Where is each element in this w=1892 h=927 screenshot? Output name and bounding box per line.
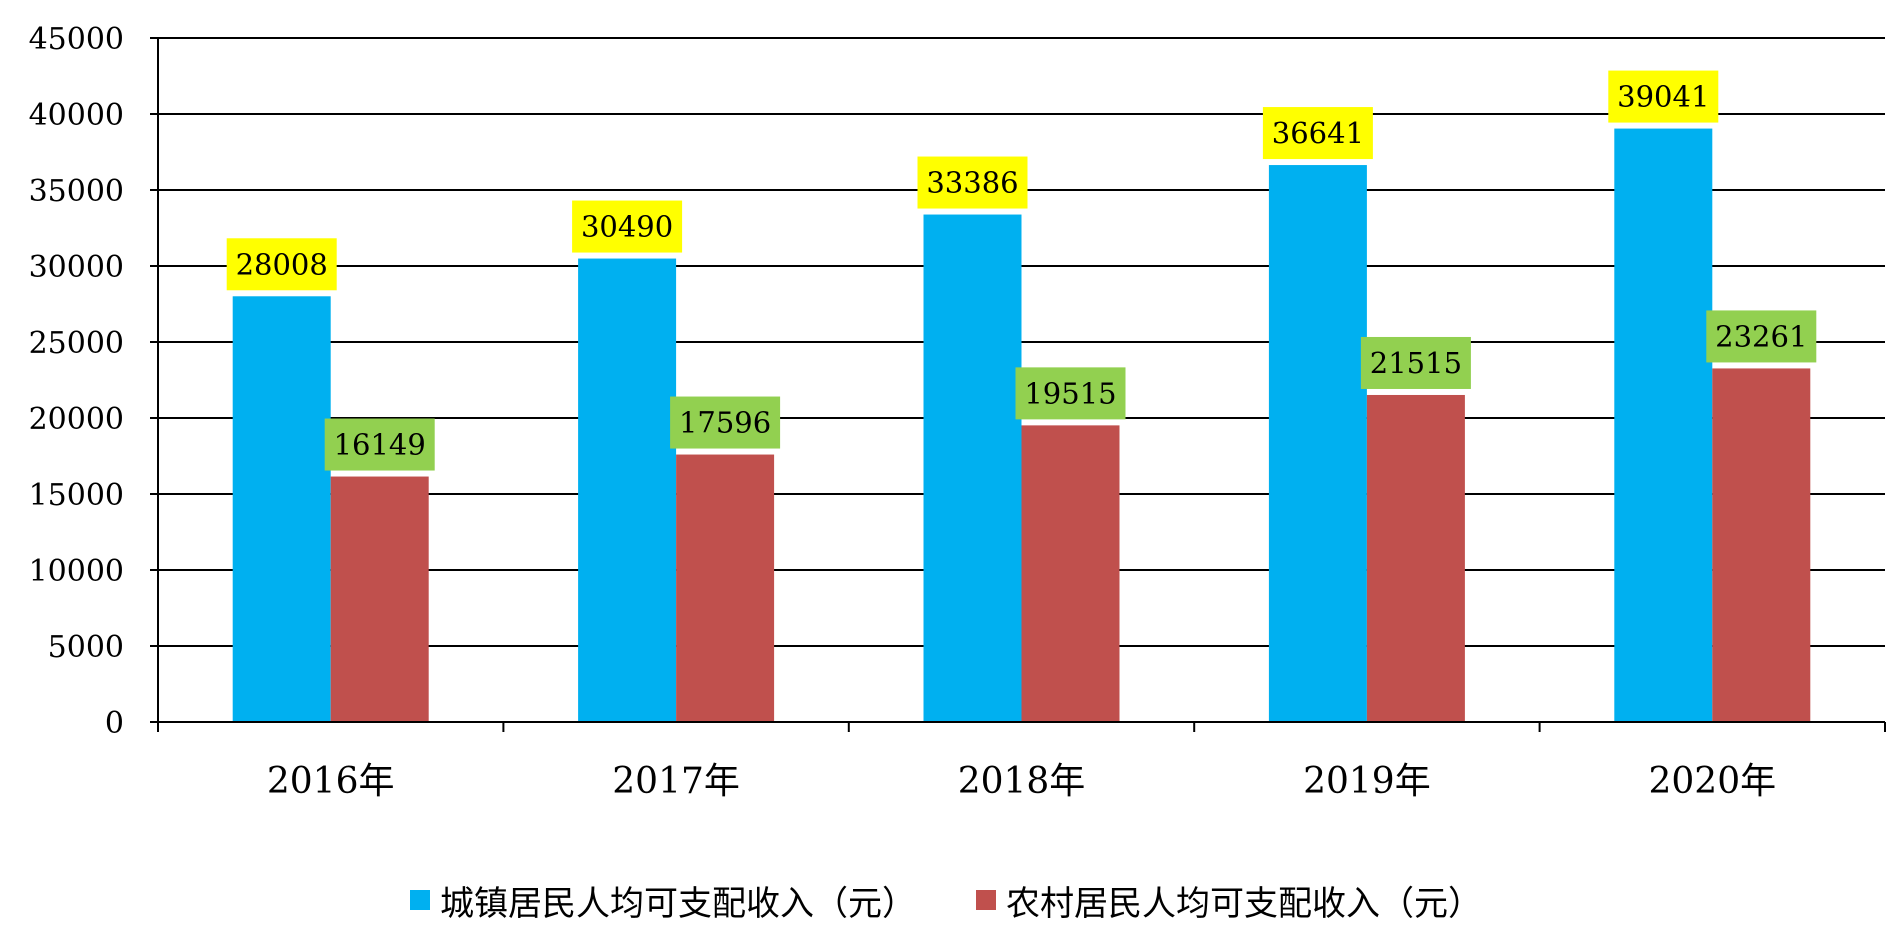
legend-label-urban: 城镇居民人均可支配收入（元） xyxy=(440,883,916,924)
data-label: 23261 xyxy=(1715,319,1807,353)
data-label: 33386 xyxy=(926,166,1018,200)
x-tick-label: 2020年 xyxy=(1648,761,1776,802)
data-label-bg xyxy=(1262,107,1373,160)
bar-urban-2017年 xyxy=(578,258,677,722)
y-tick-label: 5000 xyxy=(48,630,124,665)
data-label: 39041 xyxy=(1617,80,1709,114)
data-label-bg xyxy=(1360,336,1471,389)
legend-item-rural: 农村居民人均可支配收入（元） xyxy=(976,876,1482,925)
bars xyxy=(232,128,1811,723)
axes: 0 5000 10000 15000 20000 25000 30000 35000 40000… xyxy=(29,22,1886,802)
y-tick-label: 15000 xyxy=(29,478,124,513)
data-label: 36641 xyxy=(1272,116,1364,150)
y-tick-label: 25000 xyxy=(29,326,124,361)
y-tick-label: 40000 xyxy=(29,98,124,133)
data-label-bg xyxy=(324,418,435,471)
bar-urban-2019年 xyxy=(1268,165,1367,723)
data-label-bg xyxy=(1608,70,1719,123)
x-tick-label: 2019年 xyxy=(1303,761,1431,802)
bar-urban-2016年 xyxy=(232,296,331,722)
x-tick-label: 2018年 xyxy=(958,761,1086,802)
data-label-bg xyxy=(572,200,683,253)
legend-swatch-urban xyxy=(410,890,430,910)
data-label: 28008 xyxy=(236,247,328,281)
bar-chart: 28008 16149 30490 17596 33386 19515 36641 21515… xyxy=(29,22,1886,802)
bar-urban-2018年 xyxy=(923,214,1022,722)
data-label-bg xyxy=(917,156,1028,209)
bar-rural-2019年 xyxy=(1366,394,1465,722)
x-tick-label: 2017年 xyxy=(612,761,740,802)
y-tick-label: 45000 xyxy=(29,22,124,57)
data-label: 19515 xyxy=(1024,376,1116,410)
data-label-bg xyxy=(1706,310,1817,363)
data-label: 21515 xyxy=(1370,346,1462,380)
bar-urban-2020年 xyxy=(1614,128,1713,723)
y-tick-label: 30000 xyxy=(29,250,124,285)
y-tick-label: 35000 xyxy=(29,174,124,209)
bar-rural-2016年 xyxy=(330,476,429,722)
legend-label-rural: 农村居民人均可支配收入（元） xyxy=(1006,883,1482,924)
y-tick-label: 20000 xyxy=(29,402,124,437)
data-label: 30490 xyxy=(581,210,673,244)
bar-rural-2018年 xyxy=(1021,425,1120,722)
y-tick-label: 10000 xyxy=(29,554,124,589)
data-label-bg xyxy=(226,238,337,291)
data-label-bg xyxy=(670,396,781,449)
y-tick-label: 0 xyxy=(105,706,124,741)
data-labels: 28008 16149 30490 17596 33386 19515 36641 21515… xyxy=(226,70,1817,471)
bar-rural-2020年 xyxy=(1712,368,1811,722)
data-label-bg xyxy=(1015,367,1126,420)
legend: 城镇居民人均可支配收入（元） 农村居民人均可支配收入（元） xyxy=(0,880,1892,924)
data-label: 16149 xyxy=(334,428,426,462)
legend-swatch-rural xyxy=(976,890,996,910)
data-label: 17596 xyxy=(679,406,771,440)
legend-item-urban: 城镇居民人均可支配收入（元） xyxy=(410,876,916,925)
bar-rural-2017年 xyxy=(676,454,775,722)
x-tick-label: 2016年 xyxy=(267,761,395,802)
